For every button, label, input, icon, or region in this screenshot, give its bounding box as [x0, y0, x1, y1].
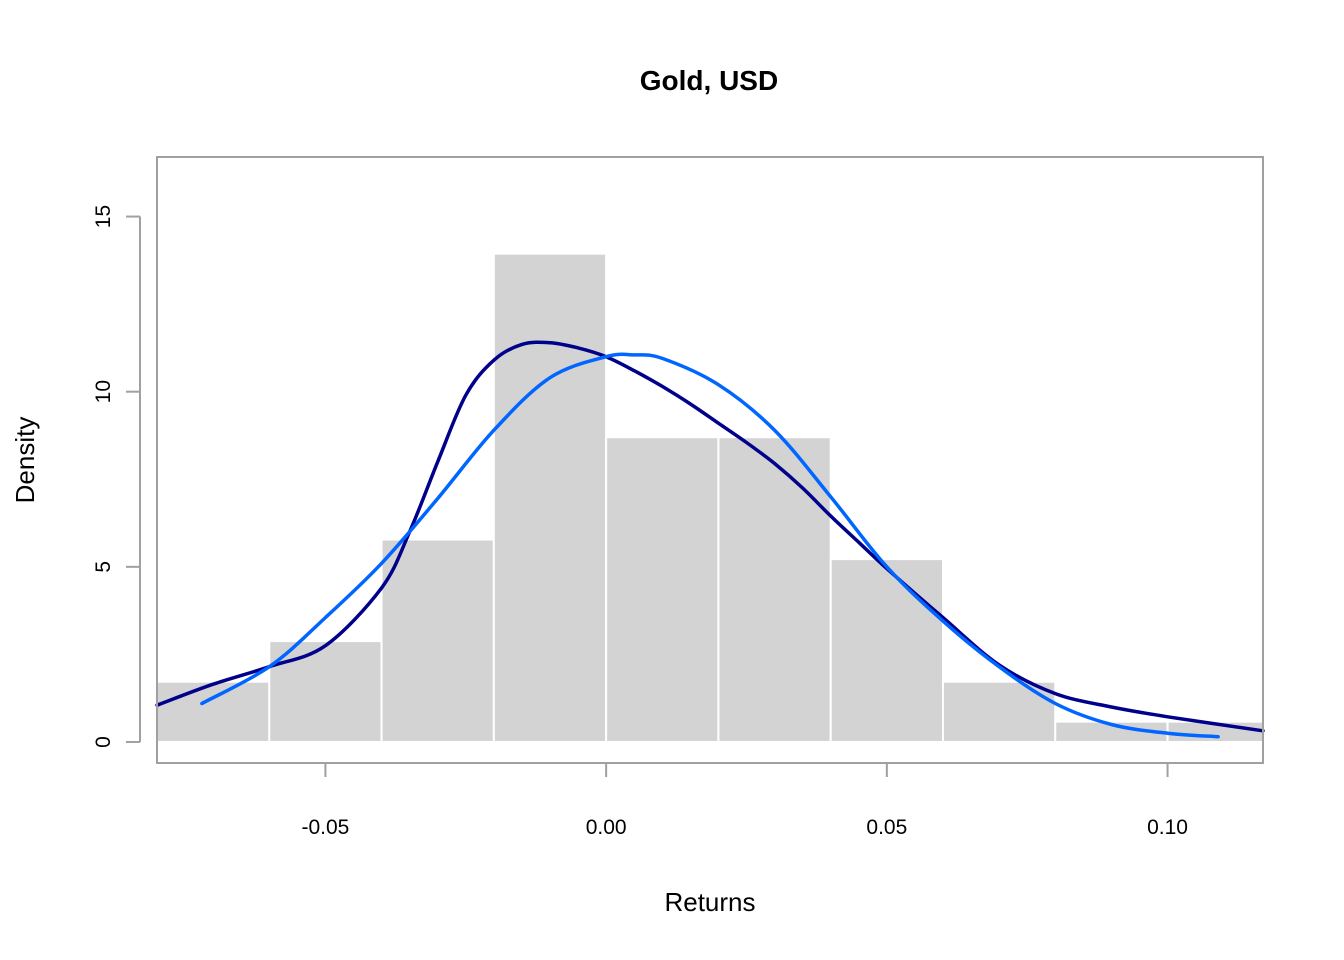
- x-tick-label: 0.00: [586, 816, 627, 839]
- y-axis-label: Density: [10, 417, 40, 504]
- histogram-bar: [941, 680, 1057, 743]
- density-curves: [155, 340, 1265, 739]
- histogram-bar: [156, 680, 271, 743]
- histogram-bars: [156, 252, 1264, 743]
- y-tick-label: 10: [92, 380, 115, 403]
- y-tick-label: 0: [92, 736, 115, 748]
- density-curve: [200, 352, 1220, 739]
- y-axis: 0 5 10 15: [92, 205, 141, 748]
- y-tick-label: 5: [92, 561, 115, 573]
- histogram-bar: [717, 436, 832, 743]
- x-axis: -0.05 0.00 0.05 0.10: [301, 763, 1188, 839]
- x-tick-label: 0.05: [866, 816, 907, 839]
- histogram-bar: [605, 436, 720, 743]
- x-tick-label: -0.05: [301, 816, 349, 839]
- chart-title: Gold, USD: [640, 65, 778, 96]
- histogram-bar: [492, 252, 608, 743]
- x-tick-label: 0.10: [1147, 816, 1188, 839]
- histogram-bar: [829, 558, 944, 743]
- density-curve: [155, 340, 1265, 733]
- x-axis-label: Returns: [664, 887, 755, 917]
- y-tick-label: 15: [92, 205, 115, 228]
- histogram-bar: [268, 640, 383, 743]
- histogram-bar: [380, 538, 495, 743]
- plot-border: [156, 156, 1264, 764]
